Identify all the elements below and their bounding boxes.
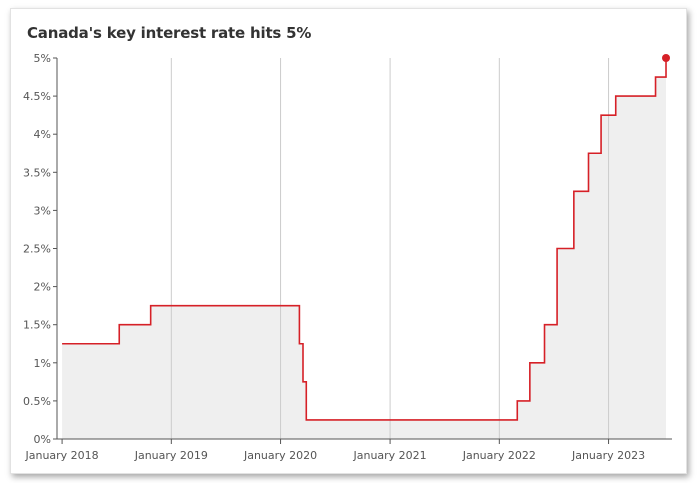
x-tick-label: January 2021	[352, 449, 426, 462]
x-tick-label: January 2023	[571, 449, 645, 462]
y-tick-label: 1.5%	[23, 319, 51, 332]
x-tick-label: January 2018	[24, 449, 98, 462]
y-tick-label: 3.5%	[23, 166, 51, 179]
y-tick-label: 3%	[34, 204, 51, 217]
series-line	[62, 58, 667, 421]
x-tick-label: January 2020	[243, 449, 317, 462]
y-tick-label: 0.5%	[23, 395, 51, 408]
x-tick-label: January 2022	[462, 449, 536, 462]
y-tick-label: 0%	[34, 433, 51, 446]
y-tick-label: 5%	[34, 52, 51, 65]
y-tick-label: 4.5%	[23, 90, 51, 103]
y-tick-label: 2.5%	[23, 243, 51, 256]
chart-title: Canada's key interest rate hits 5%	[27, 24, 312, 42]
end-marker-point	[662, 54, 671, 62]
area-fill	[62, 58, 667, 439]
y-tick-label: 1%	[34, 357, 51, 370]
x-tick-label: January 2019	[134, 449, 208, 462]
y-tick-label: 4%	[34, 128, 51, 141]
y-tick-label: 2%	[34, 281, 51, 294]
